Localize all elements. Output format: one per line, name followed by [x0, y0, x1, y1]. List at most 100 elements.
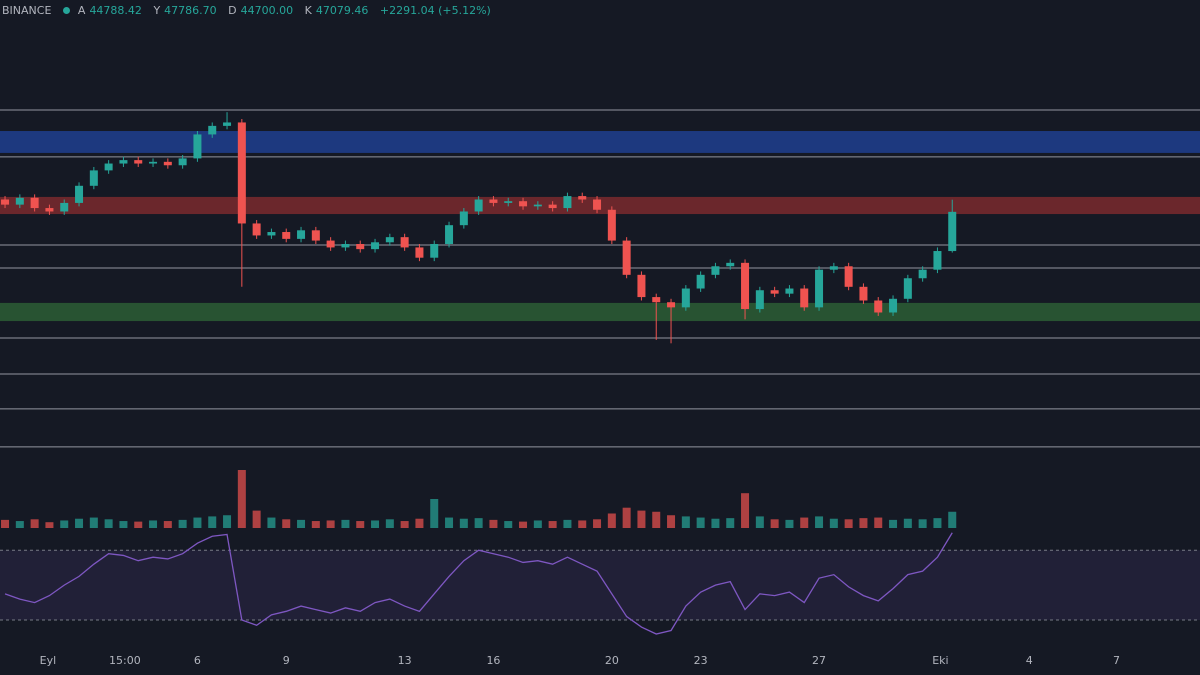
candle-body	[652, 297, 661, 303]
volume-bar	[800, 517, 809, 528]
volume-bar	[844, 519, 853, 528]
candle-body	[874, 300, 883, 313]
volume-bar	[652, 511, 661, 528]
volume-bar	[15, 521, 24, 528]
candle-body	[1, 199, 10, 205]
volume-bar	[445, 517, 454, 528]
volume-bar	[755, 516, 764, 528]
candle-body	[163, 161, 172, 166]
volume-bar	[30, 519, 39, 528]
candle-body	[533, 204, 542, 207]
ohlc-field: K 47079.46	[305, 4, 373, 17]
volume-bar	[193, 517, 202, 528]
volume-bar	[371, 520, 380, 528]
volume-bar	[297, 519, 306, 528]
volume-bar	[533, 520, 542, 528]
field-value: 47786.70	[164, 4, 217, 17]
candle-body	[711, 266, 720, 275]
volume-bar	[696, 517, 705, 528]
volume-bar	[903, 518, 912, 528]
candle-body	[445, 225, 454, 245]
candle-body	[149, 161, 158, 164]
field-value: 47079.46	[315, 4, 369, 17]
volume-bar	[519, 521, 528, 528]
candle-body	[193, 134, 202, 159]
candle-body	[237, 122, 246, 224]
volume-bar	[563, 519, 572, 528]
candle-body	[45, 208, 54, 212]
candle-body	[297, 230, 306, 239]
x-tick-label: 4	[1026, 654, 1033, 667]
volume-bar	[356, 521, 365, 528]
volume-bar	[223, 515, 232, 528]
x-tick-label: 7	[1113, 654, 1120, 667]
x-tick-label: 20	[605, 654, 619, 667]
volume-bar	[430, 499, 439, 528]
volume-bar	[874, 517, 883, 528]
volume-bar	[45, 522, 54, 528]
volume-bar	[667, 515, 676, 528]
candle-body	[104, 163, 113, 171]
volume-bar	[918, 519, 927, 528]
candle-body	[933, 251, 942, 270]
volume-bar	[622, 507, 631, 528]
field-label: D	[228, 4, 237, 17]
volume-bar	[829, 518, 838, 528]
candle-body	[178, 158, 187, 166]
candle-body	[89, 170, 98, 186]
candle-body	[430, 244, 439, 258]
rsi-line	[4, 532, 953, 635]
candle-body	[371, 242, 380, 250]
candle-body	[918, 269, 927, 279]
candle-body	[785, 288, 794, 294]
field-label: K	[304, 4, 312, 17]
change: +2291.04 (+5.12%)	[379, 4, 491, 17]
candle-body	[741, 262, 750, 310]
volume-bar	[948, 511, 957, 528]
exchange: BINANCE	[2, 4, 52, 17]
candle-body	[267, 232, 276, 236]
volume-bar	[415, 518, 424, 528]
ohlc-field: D 44700.00	[228, 4, 297, 17]
candle-body	[459, 211, 468, 226]
rsi-band	[0, 550, 1200, 621]
candle-body	[341, 244, 350, 248]
volume-bar	[178, 519, 187, 528]
volume-bar	[607, 513, 616, 528]
candle-body	[75, 185, 84, 203]
candle-body	[800, 288, 809, 308]
volume-bar	[578, 520, 587, 528]
ohlc-field: A 44788.42	[78, 4, 146, 17]
candle-body	[60, 202, 69, 212]
volume-bar	[637, 510, 646, 528]
candle-body	[637, 274, 646, 298]
candle-body	[948, 211, 957, 252]
volume-bar	[741, 493, 750, 528]
volume-bar	[504, 521, 513, 528]
field-label: Y	[153, 4, 161, 17]
candle-body	[889, 298, 898, 313]
candle-body	[755, 290, 764, 310]
candle-body	[119, 160, 128, 164]
candle-body	[356, 244, 365, 250]
price-zone	[0, 131, 1200, 153]
volume-bar	[770, 519, 779, 528]
candle-body	[815, 269, 824, 308]
candle-body	[844, 266, 853, 287]
candle-body	[385, 237, 394, 243]
volume-bar	[1, 519, 10, 528]
candle-body	[548, 204, 557, 209]
volume-bar	[149, 520, 158, 528]
volume-bar	[726, 518, 735, 528]
volume-bar	[593, 519, 602, 528]
volume-bar	[75, 518, 84, 528]
volume-bar	[163, 521, 172, 528]
candle-body	[903, 278, 912, 299]
field-label: A	[77, 4, 86, 17]
volume-bar	[548, 521, 557, 528]
candle-body	[593, 199, 602, 210]
volume-bar	[267, 517, 276, 528]
candle-body	[311, 230, 320, 241]
candle-body	[326, 240, 335, 248]
candle-body	[400, 237, 409, 248]
